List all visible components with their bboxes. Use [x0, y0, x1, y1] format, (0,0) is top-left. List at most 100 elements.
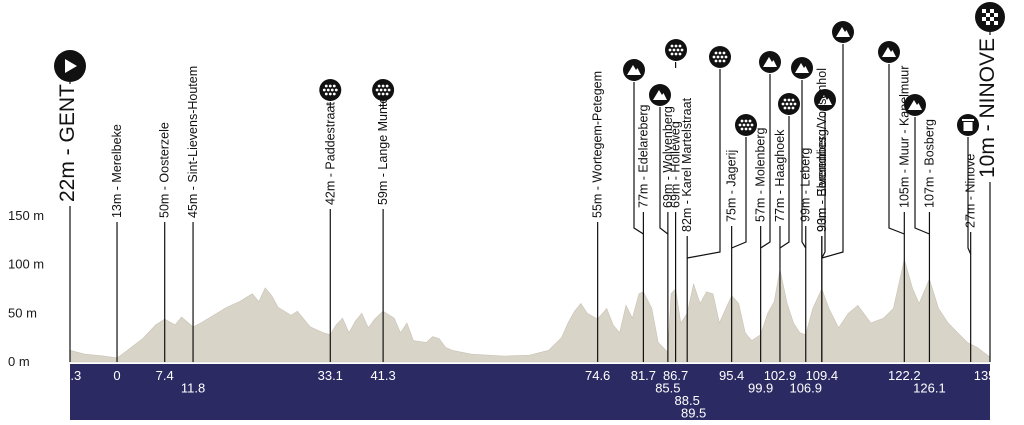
climb-icon	[623, 59, 645, 81]
cobbles-icon	[735, 114, 757, 136]
distance-label: 135.5	[974, 368, 1007, 383]
marker-label: 75m - Jagerij	[725, 150, 739, 222]
cobble-dot	[678, 44, 682, 48]
cobble-dot	[744, 119, 748, 123]
marker-cobbles: 42m - Paddestraat	[323, 102, 337, 362]
cobble-dot	[748, 119, 752, 123]
distance-label: 122.2	[888, 368, 921, 383]
distance-label: 74.6	[585, 368, 610, 383]
marker-label: 27m - Ninove	[964, 154, 978, 228]
cobble-dot	[385, 92, 389, 96]
cobble-dot	[738, 123, 742, 127]
cobble-dot	[716, 55, 720, 59]
distance-label: 109.4	[806, 368, 839, 383]
marker-point: 45m - Sint-Lievens-Houtem	[186, 66, 200, 362]
trash-zone-icon	[957, 114, 979, 136]
cobble-dot	[328, 84, 332, 88]
mountain-shape	[908, 100, 922, 110]
y-axis: 150 m 100 m 50 m 0 m	[8, 208, 44, 369]
icon-connector	[779, 116, 790, 249]
bin-body	[963, 122, 973, 131]
cobble-dot	[377, 84, 381, 88]
icon-disc	[319, 79, 342, 101]
play-triangle	[65, 59, 77, 73]
distance-label: 89.5	[681, 406, 706, 421]
marker-trash: 27m - Ninove	[964, 137, 978, 362]
icon-disc	[709, 46, 731, 68]
distance-label: 86.7	[663, 368, 688, 383]
icon-connector	[888, 64, 905, 235]
marker-label: 45m - Sint-Lievens-Houtem	[186, 66, 200, 218]
cobble-dot	[724, 55, 728, 59]
cobble-dot	[379, 88, 383, 92]
climb-icon	[904, 94, 926, 116]
cobble-dot	[332, 92, 336, 96]
distance-label: 7.4	[156, 368, 174, 383]
marker-label: 77m - Edelareberg	[636, 104, 650, 208]
cobble-dot	[381, 92, 385, 96]
cobble-dot	[718, 51, 722, 55]
elevation-area	[69, 259, 991, 363]
cobble-dot	[748, 127, 752, 131]
marker-label: 105m - Muur - Kapelmuur	[897, 66, 911, 208]
marker-start: 22m - GENT	[56, 78, 79, 362]
marker-label: 82m - Karel Martelstraat	[680, 97, 694, 232]
cobble-dot	[783, 106, 787, 110]
cobble-dot	[381, 84, 385, 88]
marker-label: 13m - Merelbeke	[110, 124, 124, 218]
cobble-dot	[377, 92, 381, 96]
cobble-dot	[676, 48, 680, 52]
cobble-dot	[742, 123, 746, 127]
flag-square	[982, 9, 986, 13]
cobble-dot	[332, 84, 336, 88]
marker-climb: 69m - Wolvenberg	[659, 106, 675, 362]
climb-icon	[814, 89, 836, 111]
cobbles-icon	[372, 79, 395, 101]
icon-connector	[914, 117, 930, 235]
marker-cobbles: 59m - Lange Munte	[376, 97, 390, 362]
distance-axis-labels: -7.3 0 7.4 11.8 33.1 41.3 74.6 81.785.586.7 88.5…	[59, 368, 1006, 421]
cobble-dot	[781, 102, 785, 106]
marker-climb: 57m - Molenberg	[754, 74, 771, 362]
cobble-dot	[668, 48, 672, 52]
icon-connector	[967, 137, 972, 255]
flag-square	[990, 17, 994, 21]
distance-label: 85.5	[655, 381, 680, 396]
y-tick-label: 100 m	[8, 257, 44, 272]
marker-cobbles: 75m - Jagerij	[725, 137, 747, 362]
cobbles-icon	[709, 46, 731, 68]
bin-lid	[962, 119, 974, 121]
mountain-shape	[795, 63, 809, 73]
y-tick-label: 150 m	[8, 208, 44, 223]
marker-label: 57m - Molenberg	[754, 127, 768, 222]
cobble-dot	[330, 88, 334, 92]
marker-label: 69m - Holleweg	[669, 121, 683, 208]
cobble-dot	[744, 127, 748, 131]
y-tick-label: 0 m	[8, 354, 30, 369]
climb-icon	[832, 21, 854, 43]
cobble-dot	[387, 88, 391, 92]
mountain-shape	[836, 27, 850, 37]
distance-label: 102.9	[764, 368, 797, 383]
marker-cobbles: 77m - Haaghoek	[773, 116, 790, 362]
cobble-dot	[791, 98, 795, 102]
marker-point: 50m - Oosterzele	[158, 122, 172, 362]
cobble-dot	[326, 88, 330, 92]
cobble-dot	[740, 119, 744, 123]
cobble-dot	[383, 88, 387, 92]
cobble-dot	[718, 59, 722, 63]
cobble-dot	[787, 106, 791, 110]
marker-cobbles: 69m - Holleweg	[669, 62, 683, 362]
cobbles-icon	[665, 39, 687, 61]
cobble-dot	[722, 51, 726, 55]
cobble-dot	[674, 44, 678, 48]
cobble-dot	[783, 98, 787, 102]
icon-disc	[735, 114, 757, 136]
marker-label: 22m - GENT	[56, 84, 79, 202]
cobble-dot	[678, 52, 682, 56]
distance-label: 95.4	[719, 368, 744, 383]
mountain-shape	[882, 47, 896, 57]
distance-label: 99.9	[748, 381, 773, 396]
icon-connector	[731, 137, 747, 249]
marker-label: 99m - Leberg	[799, 148, 813, 222]
